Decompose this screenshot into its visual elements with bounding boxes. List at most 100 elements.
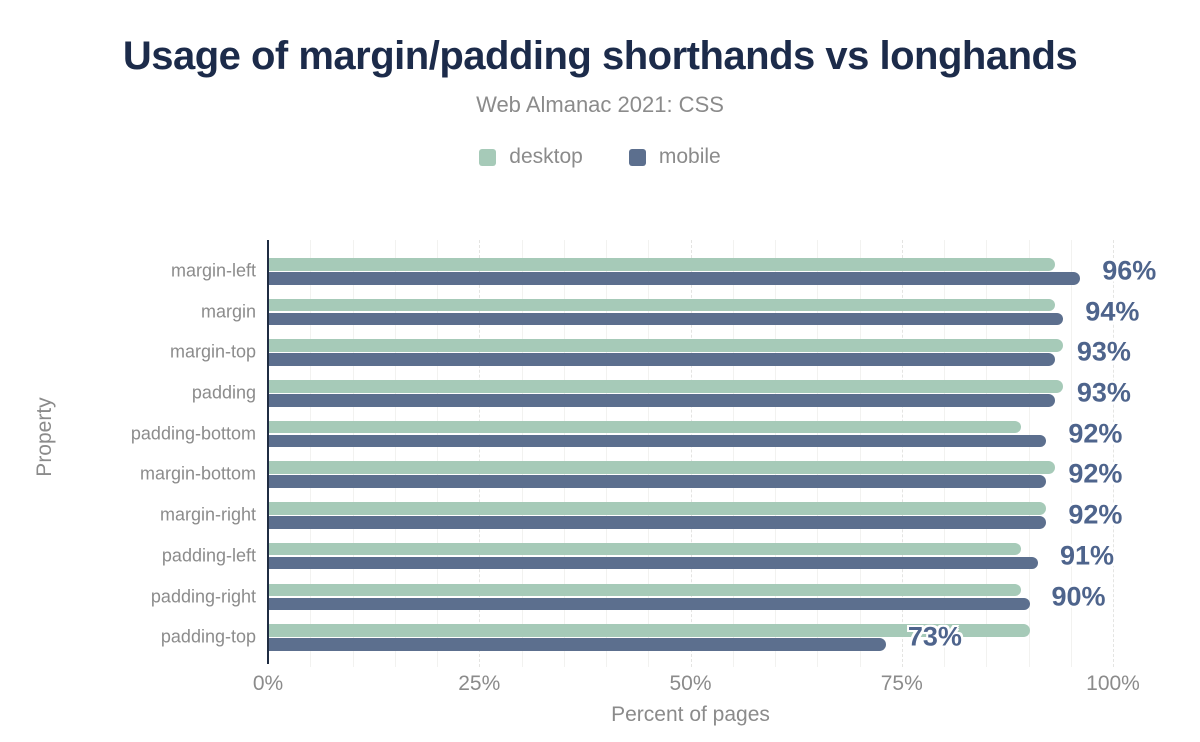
- x-tick-25: 25%: [458, 672, 501, 695]
- category-label: margin-bottom: [139, 463, 256, 484]
- value-label: 93%: [1076, 377, 1131, 408]
- gridline-65: [817, 240, 819, 667]
- category-label: padding-right: [150, 586, 256, 606]
- desktop-swatch-icon: [479, 148, 497, 166]
- bar-group: 92%: [269, 455, 1122, 496]
- gridline-5: [310, 240, 312, 667]
- gridline-95: [1070, 240, 1072, 667]
- gridline-85: [986, 240, 988, 667]
- bar-row-margin-right: margin-right 92%: [0, 496, 1200, 537]
- desktop-bar: [269, 298, 1055, 312]
- legend-label: mobile: [658, 145, 721, 168]
- category-label: padding-bottom: [130, 423, 256, 444]
- desktop-bar: [269, 339, 1064, 352]
- value-label: 92%: [1068, 499, 1123, 530]
- gridline-70: [859, 240, 861, 667]
- y-axis-line: [267, 240, 269, 664]
- gridline-40: [606, 240, 607, 667]
- gridline-35: [563, 240, 565, 667]
- x-tick-75: 75%: [880, 672, 923, 695]
- category-label: padding: [191, 382, 256, 403]
- gridline-55: [732, 240, 734, 667]
- gridline-25: [479, 240, 481, 667]
- value-label: 73%: [907, 621, 962, 652]
- x-tick-50: 50%: [669, 672, 712, 695]
- gridline-45: [648, 240, 650, 667]
- bar-row-margin-bottom: margin-bottom 92%: [0, 455, 1200, 496]
- value-label: 93%: [1076, 336, 1131, 367]
- gridline-100: [1113, 240, 1114, 667]
- gridline-20: [437, 240, 438, 667]
- mobile-bar: [269, 434, 1047, 448]
- bar-row-margin-top: margin-top 93%: [0, 333, 1200, 374]
- bar-row-padding-bottom: padding-bottom 92%: [0, 415, 1200, 456]
- mobile-bar: [269, 516, 1047, 529]
- value-label: 92%: [1068, 458, 1123, 489]
- category-label: margin: [200, 301, 256, 322]
- legend-item-desktop: desktop: [479, 145, 583, 169]
- mobile-bar: [269, 272, 1081, 285]
- value-label: 91%: [1059, 540, 1114, 571]
- gridline-10: [352, 240, 354, 667]
- x-axis-ticks: 0% 25% 50% 75% 100%: [253, 672, 1140, 698]
- bar-row-padding: padding 93%: [0, 374, 1200, 415]
- category-label: padding-top: [160, 626, 256, 647]
- desktop-bar: [269, 461, 1055, 474]
- gridline-75: [901, 240, 903, 667]
- category-label: margin-right: [159, 504, 256, 525]
- bar-group: 92%: [269, 415, 1122, 456]
- plot-area: [268, 240, 1114, 667]
- desktop-bar: [269, 502, 1047, 515]
- bar-group: 73%: [269, 618, 1114, 659]
- desktop-bar: [269, 624, 1030, 637]
- bar-row-margin: margin 94%: [0, 293, 1200, 334]
- gridline-90: [1028, 240, 1030, 667]
- legend-item-mobile: mobile: [628, 145, 721, 169]
- mobile-swatch-icon: [628, 148, 646, 166]
- legend: desktop mobile: [0, 145, 1200, 169]
- bar-row-padding-top: padding-top 73%: [0, 618, 1200, 659]
- chart-title: Usage of margin/padding shorthands vs lo…: [122, 34, 1078, 78]
- mobile-bar: [269, 353, 1055, 366]
- bar-group: 93%: [269, 374, 1131, 415]
- mobile-bar: [269, 312, 1064, 326]
- desktop-bar: [269, 258, 1055, 271]
- value-label: 92%: [1068, 418, 1123, 449]
- legend-label: desktop: [509, 145, 583, 168]
- bar-group: 94%: [269, 293, 1139, 334]
- desktop-bar: [269, 380, 1064, 393]
- bar-row-padding-right: padding-right 90%: [0, 578, 1200, 619]
- bar-row-margin-left: margin-left 96%: [0, 252, 1200, 293]
- value-label: 94%: [1085, 296, 1140, 327]
- category-label: margin-left: [170, 260, 256, 281]
- bar-group: 93%: [269, 333, 1131, 374]
- bar-group: 91%: [269, 537, 1114, 578]
- value-label: 90%: [1051, 581, 1106, 611]
- mobile-bar: [269, 394, 1055, 407]
- bar-group: 90%: [269, 578, 1114, 619]
- x-tick-100: 100%: [1086, 672, 1140, 695]
- desktop-bar: [269, 420, 1022, 434]
- value-label: 96%: [1102, 255, 1157, 286]
- x-tick-0: 0%: [252, 672, 284, 695]
- mobile-bar: [269, 556, 1038, 570]
- mobile-bar: [269, 638, 886, 651]
- mobile-bar: [269, 475, 1047, 488]
- chart-subtitle: Web Almanac 2021: CSS: [476, 92, 724, 117]
- gridline-30: [521, 240, 523, 667]
- category-label: margin-top: [169, 341, 256, 362]
- gridline-50: [690, 240, 692, 667]
- gridline-60: [775, 240, 776, 667]
- bar-rows: margin-left 96% margin 94% margin-top 93% padd…: [0, 252, 1200, 659]
- desktop-bar: [269, 542, 1022, 556]
- desktop-bar: [269, 583, 1022, 596]
- gridline-15: [394, 240, 396, 667]
- bar-row-padding-left: padding-left 91%: [0, 537, 1200, 578]
- mobile-bar: [269, 597, 1030, 610]
- category-label: padding-left: [161, 545, 256, 566]
- x-axis-title: Percent of pages: [611, 703, 770, 726]
- gridline-80: [944, 240, 945, 667]
- bar-group: 96%: [269, 252, 1156, 293]
- bar-group: 92%: [269, 496, 1122, 537]
